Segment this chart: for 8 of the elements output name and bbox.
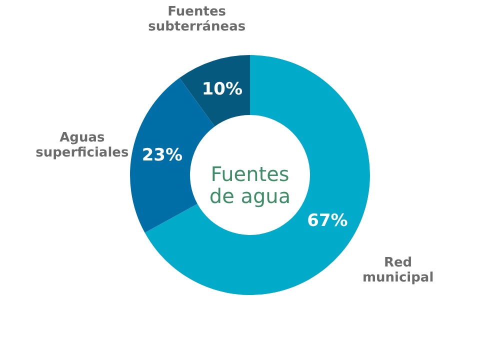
slice-label: Aguas superficiales xyxy=(36,130,129,160)
text: Fuentes de agua xyxy=(209,162,291,208)
slice-label: Red municipal xyxy=(362,256,434,286)
data-label: 23% xyxy=(142,145,183,166)
donut-slice xyxy=(179,55,250,126)
slice-label: Fuentes subterráneas xyxy=(148,4,246,34)
data-label: 67% xyxy=(307,210,348,231)
data-label: 10% xyxy=(202,79,243,100)
